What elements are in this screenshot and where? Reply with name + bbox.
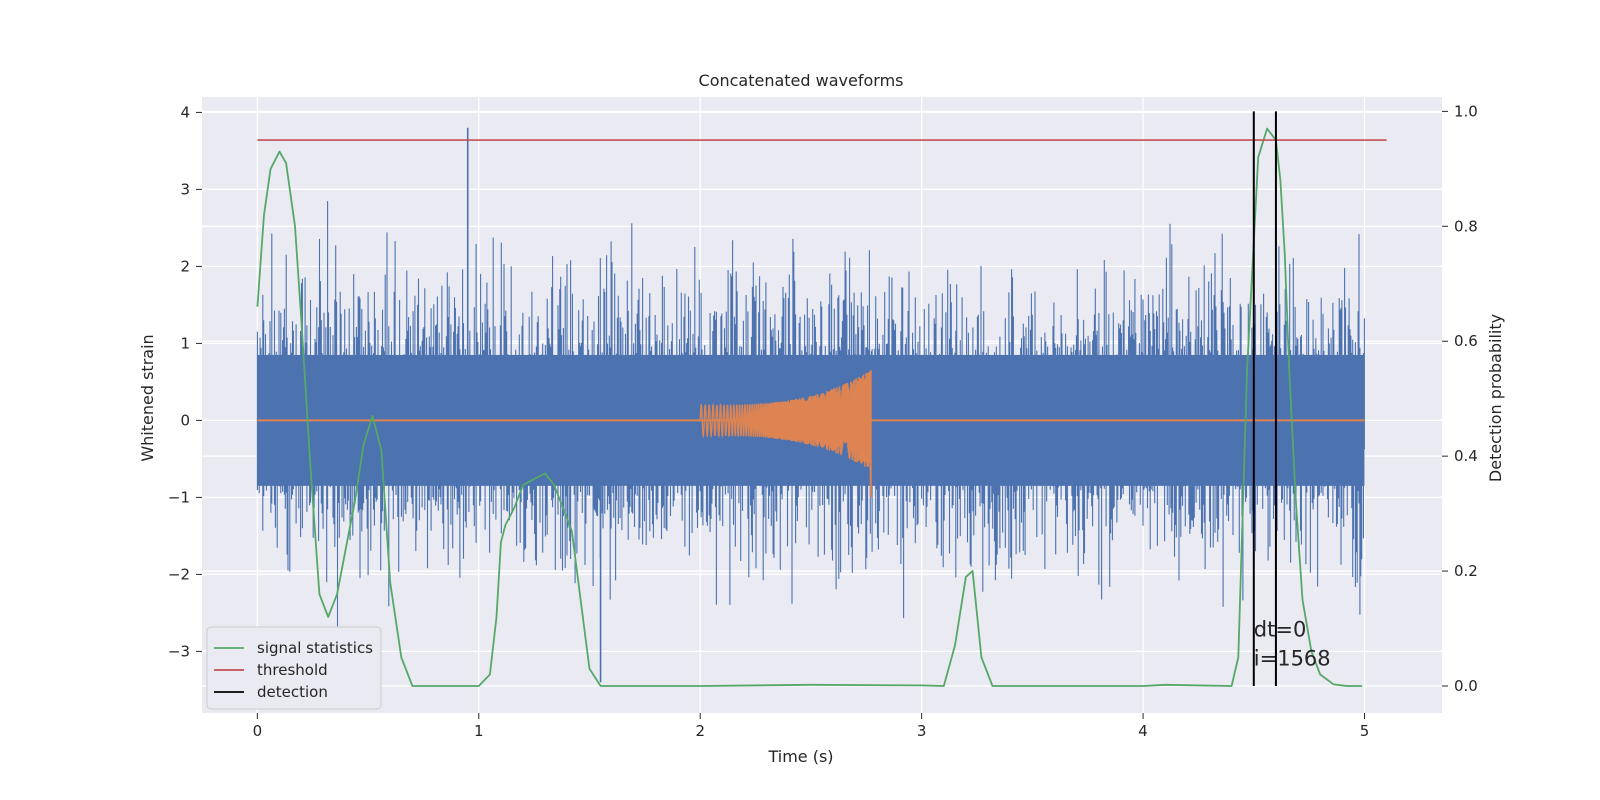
- y2-tick-label: 1.0: [1454, 102, 1478, 120]
- annotation-dt: dt=0: [1254, 618, 1307, 642]
- y2-tick-label: 0.2: [1454, 562, 1478, 580]
- y-tick-label: 1: [180, 334, 190, 352]
- x-tick-label: 2: [695, 722, 705, 740]
- injection-chirp: [699, 371, 872, 470]
- signal-statistics-series: [256, 127, 1363, 687]
- y-tick-label: −1: [168, 488, 190, 506]
- y-tick-label: 3: [180, 180, 190, 198]
- detection-series: [1252, 111, 1277, 686]
- y-axis-label: Whitened strain: [138, 334, 157, 461]
- y2-tick-label: 0.6: [1454, 332, 1478, 350]
- legend-label-threshold: threshold: [257, 661, 328, 679]
- x-tick-label: 3: [917, 722, 927, 740]
- legend-label-signal-statistics: signal statistics: [257, 639, 373, 657]
- y-tick-label: −3: [168, 642, 190, 660]
- chart-title: Concatenated waveforms: [699, 71, 904, 90]
- annotation-index: i=1568: [1254, 646, 1331, 670]
- x-tick-label: 4: [1138, 722, 1148, 740]
- y-tick-label: −2: [168, 565, 190, 583]
- signal-statistics-line: [256, 127, 1363, 687]
- y2-tick-label: 0.8: [1454, 217, 1478, 235]
- x-tick-label: 1: [474, 722, 484, 740]
- y-tick-label: 2: [180, 257, 190, 275]
- legend-frame: [206, 626, 382, 710]
- injection-series: [257, 370, 1365, 498]
- x-tick-label: 5: [1360, 722, 1370, 740]
- y-tick-label: 4: [180, 103, 190, 121]
- legend: signal statistics threshold detection: [206, 626, 382, 710]
- axis-ticks: 0 1 2 3 4 5 −3 −2 −1 0 1 2 3 4 0.0 0.2 0.4 0.6 0.8 1.0: [168, 102, 1478, 740]
- y-tick-label: 0: [180, 411, 190, 429]
- x-tick-label: 0: [253, 722, 263, 740]
- legend-label-detection: detection: [257, 683, 328, 701]
- y2-axis-label: Detection probability: [1486, 314, 1505, 482]
- x-axis-label: Time (s): [767, 747, 833, 766]
- y2-tick-label: 0.0: [1454, 677, 1478, 695]
- y2-tick-label: 0.4: [1454, 447, 1478, 465]
